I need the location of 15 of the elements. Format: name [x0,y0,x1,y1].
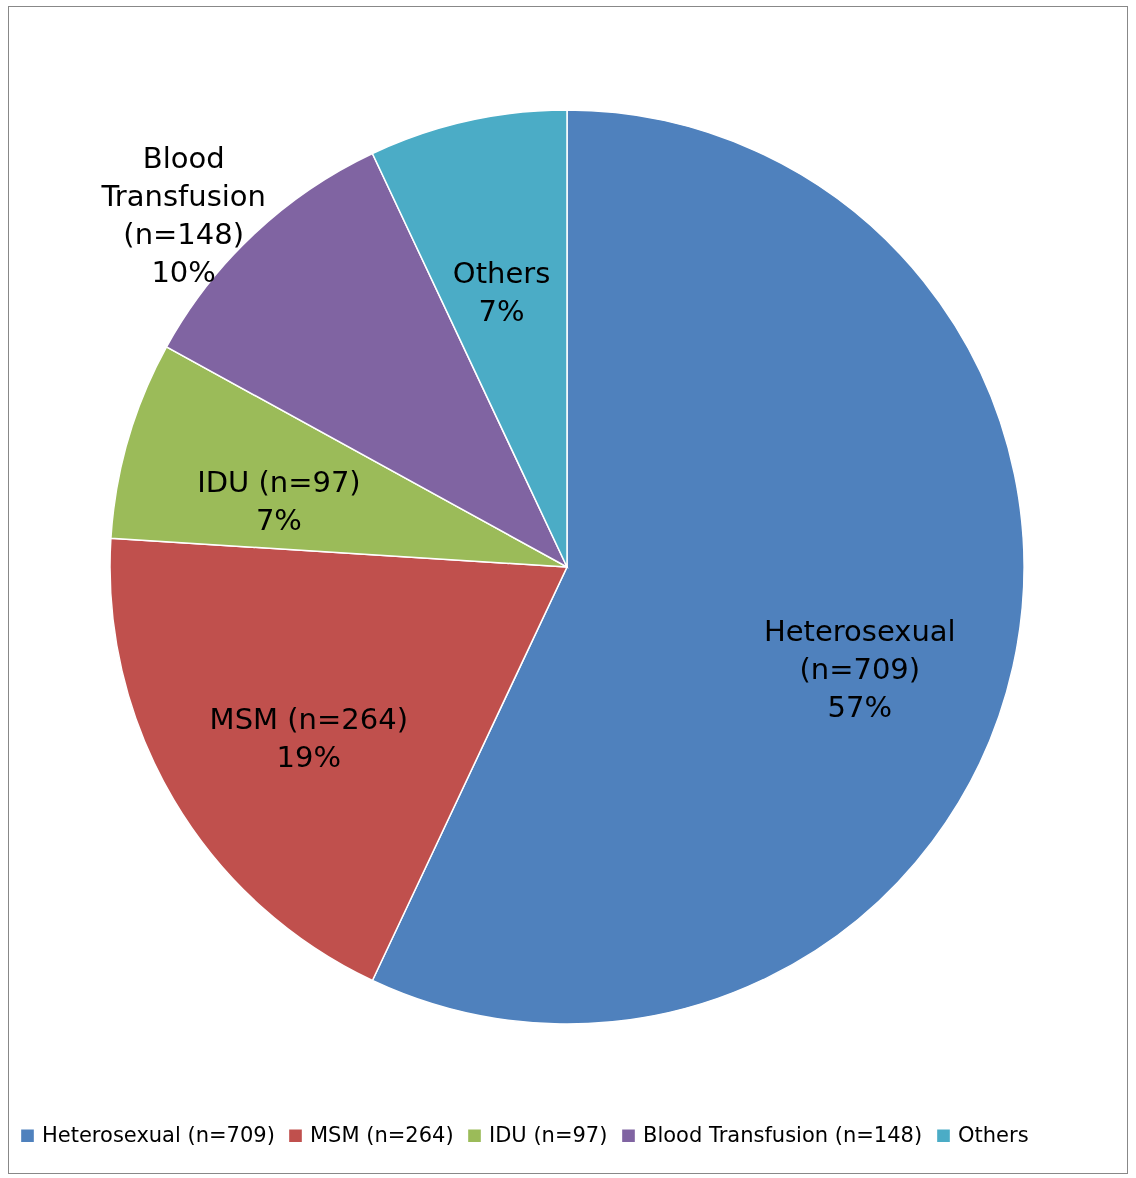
legend-label: MSM (n=264) [310,1122,454,1147]
data-label: 7% [478,294,525,329]
slice-label: Blood Transfusion (n=148) [100,140,266,251]
data-label: 57% [827,690,893,725]
slice-label: MSM (n=264) [209,701,408,736]
legend-label: Others [958,1122,1029,1147]
legend-label: Heterosexual (n=709) [42,1122,275,1147]
data-label: 7% [255,503,302,538]
slice-label: Heterosexual (n=709) [763,614,956,687]
slice-label: IDU (n=97) [197,465,361,500]
legend-label: Blood Transfusion (n=148) [643,1122,923,1147]
data-label: 10% [151,254,216,289]
legend-label: IDU (n=97) [489,1122,608,1147]
data-label: 19% [276,739,342,774]
slice-label: Others [452,256,551,291]
